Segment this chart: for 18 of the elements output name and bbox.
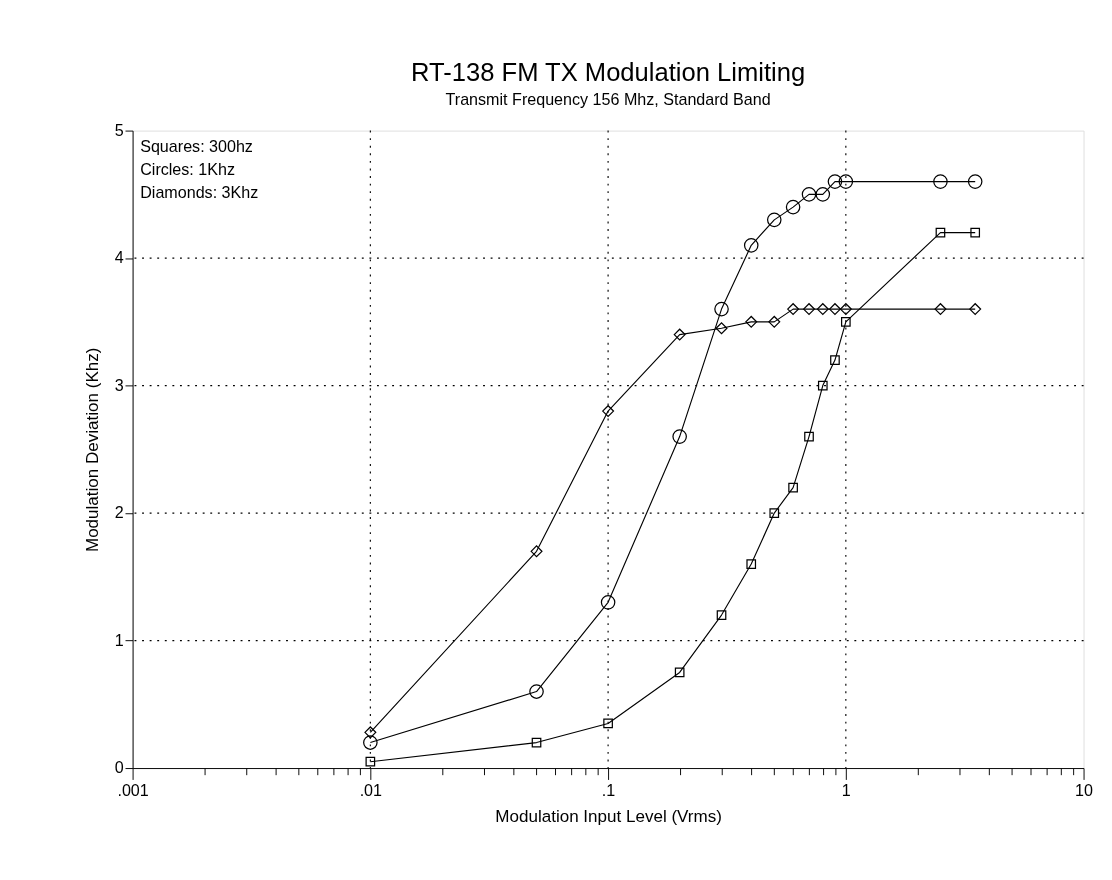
x-tick-label: .001 — [117, 781, 149, 800]
annotation: Circles: 1Khz — [140, 160, 235, 179]
x-axis-title: Modulation Input Level (Vrms) — [495, 806, 722, 826]
annotation: Diamonds: 3Khz — [140, 182, 259, 201]
annotation: Squares: 300hz — [140, 137, 253, 156]
chart-title: RT-138 FM TX Modulation Limiting — [411, 58, 806, 87]
x-tick-label: 10 — [1075, 781, 1094, 800]
y-tick-label: 1 — [114, 630, 124, 649]
x-tick-label: .01 — [359, 781, 383, 800]
x-tick-label: .1 — [601, 781, 616, 800]
y-tick-label: 5 — [114, 120, 124, 139]
y-tick-label: 4 — [114, 248, 124, 267]
y-tick-label: 2 — [114, 503, 124, 522]
x-tick-label: 1 — [841, 781, 851, 800]
y-tick-label: 3 — [114, 375, 124, 394]
chart-subtitle: Transmit Frequency 156 Mhz, Standard Band — [445, 90, 771, 109]
y-axis-title: Modulation Deviation (Khz) — [82, 347, 102, 553]
y-tick-label: 0 — [114, 758, 124, 777]
